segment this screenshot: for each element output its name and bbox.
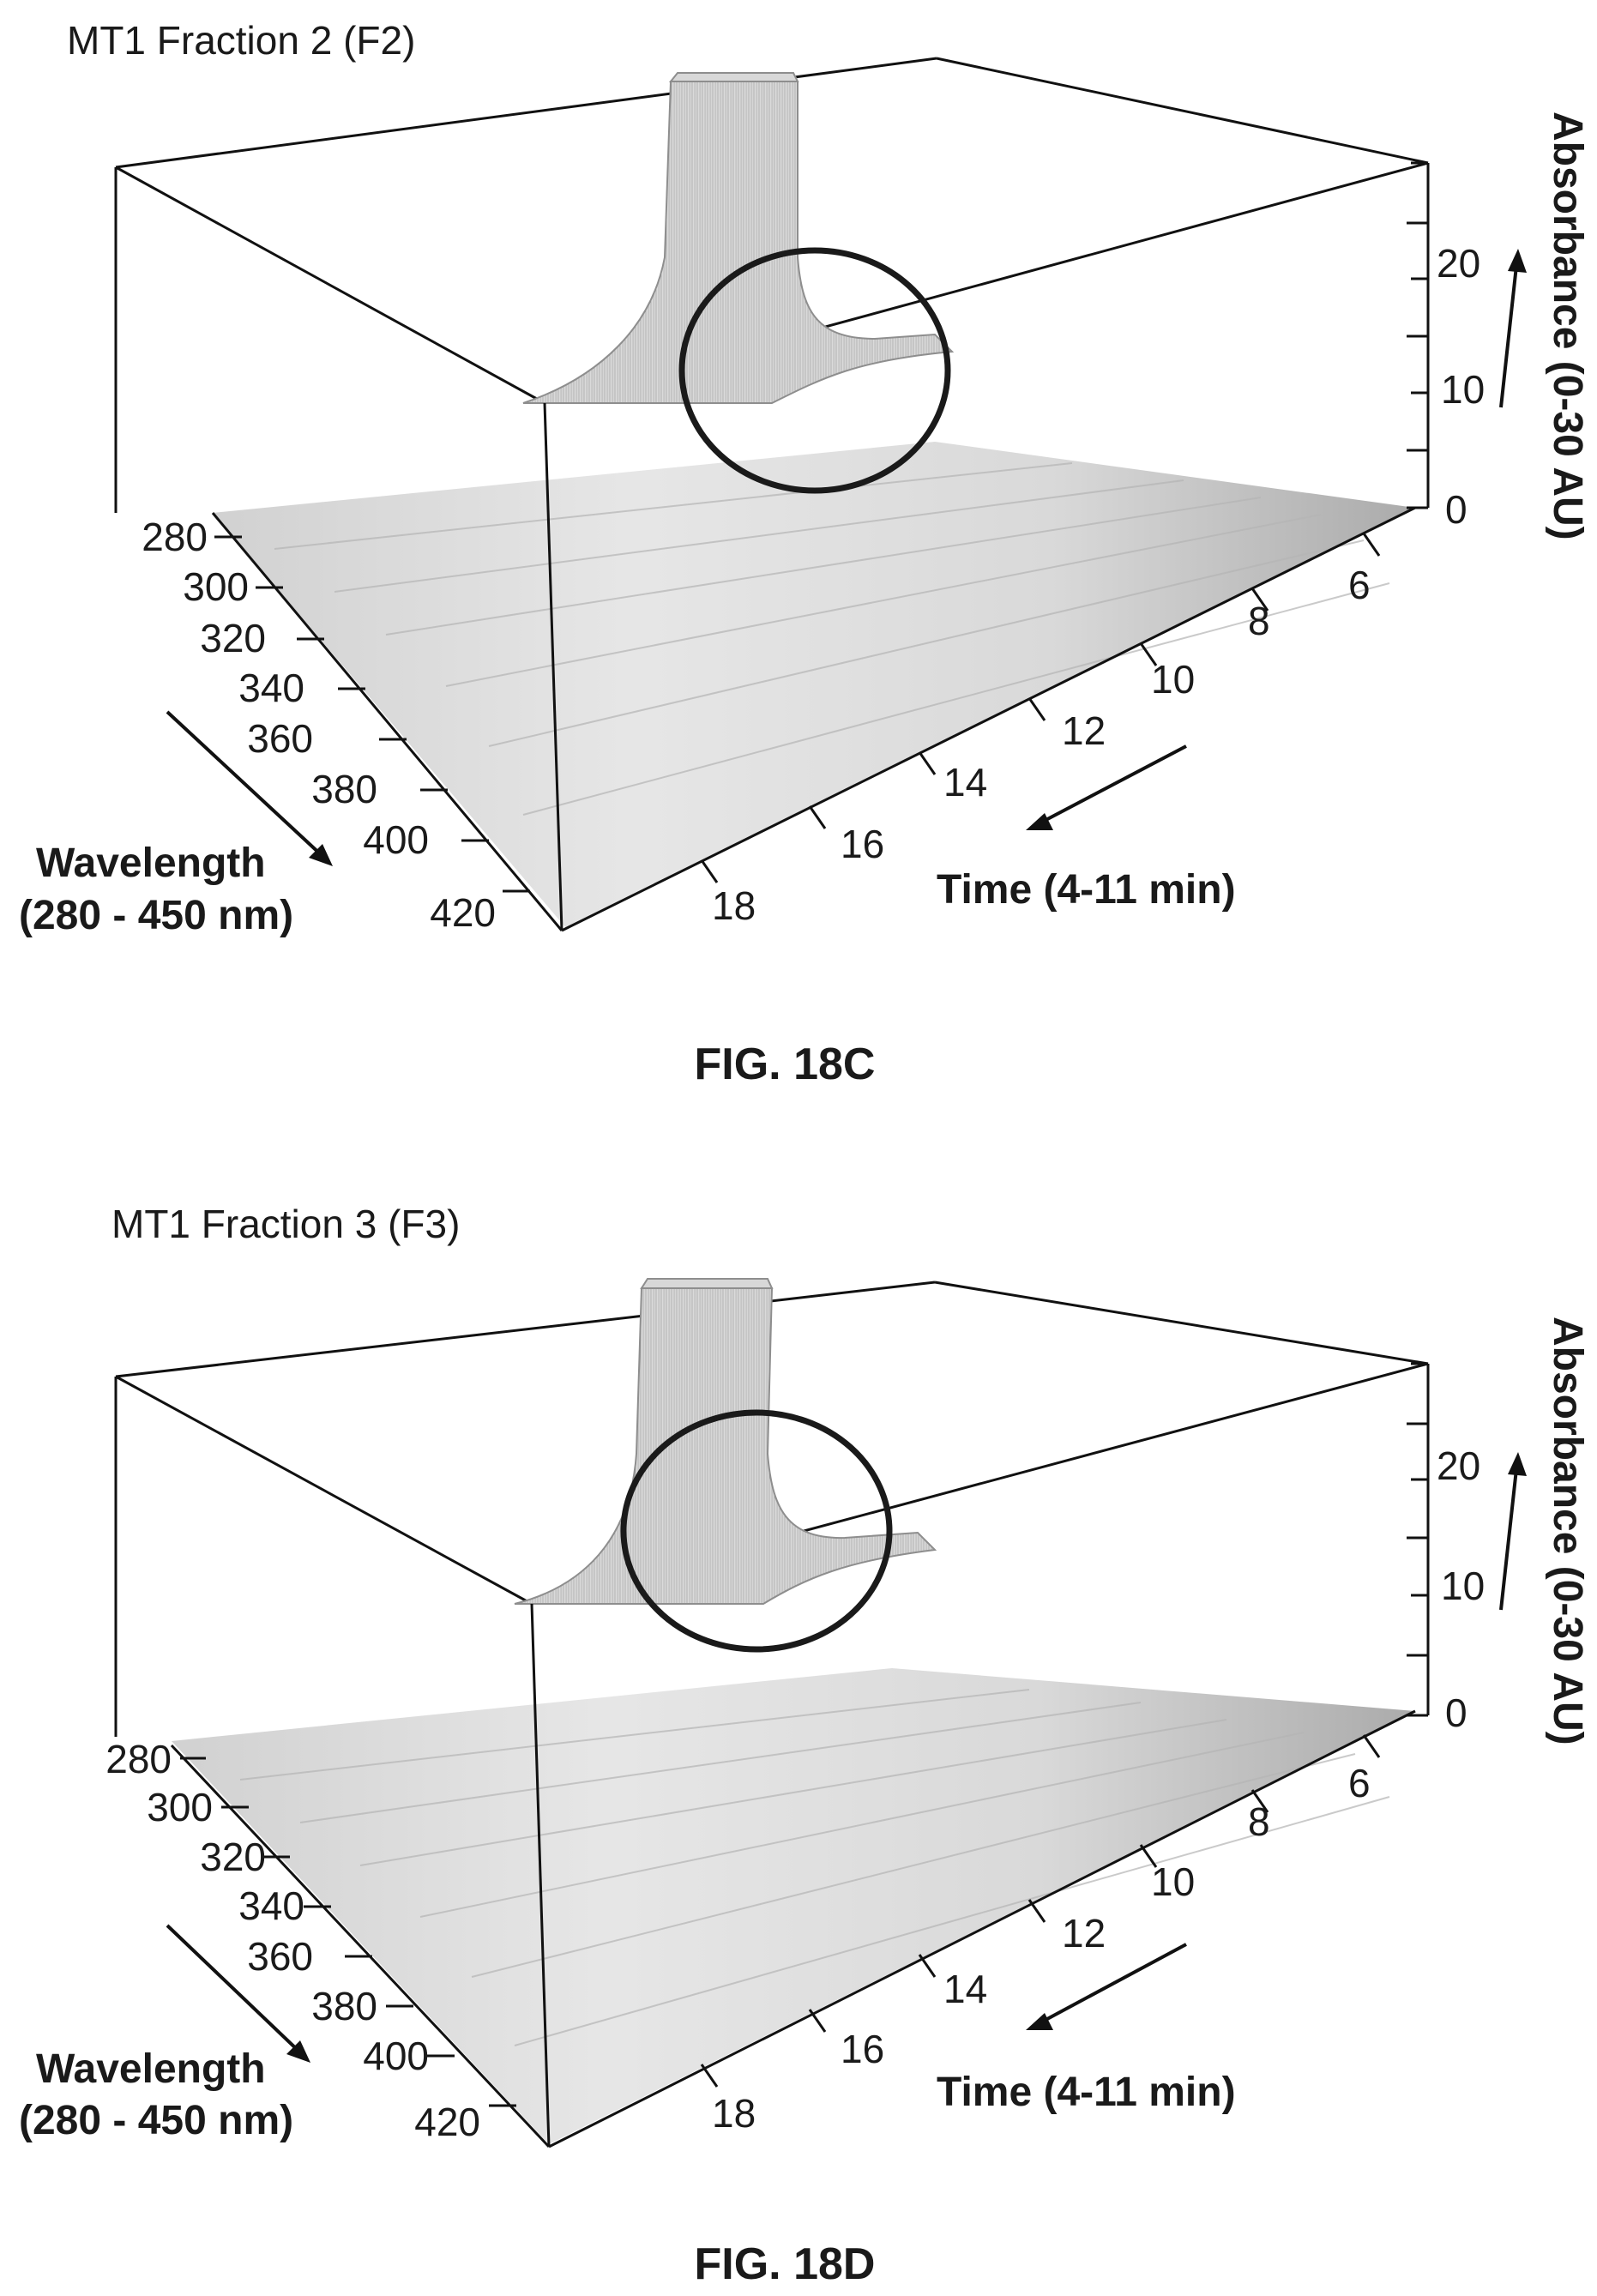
surface-floor [172, 1668, 1415, 2144]
wavelength-tick-label: 320 [200, 1835, 266, 1879]
wavelength-ticks: 280 300 320 340 360 380 400 420 [142, 515, 530, 935]
panel-fig-18c: MT1 Fraction 2 (F2) [19, 18, 1590, 1089]
absorbance-tick-label: 0 [1445, 1690, 1467, 1735]
wavelength-tick-label: 340 [238, 666, 304, 710]
wavelength-tick-label: 420 [414, 2100, 480, 2144]
figure-caption: FIG. 18C [695, 1040, 876, 1089]
wavelength-tick-label: 340 [238, 1883, 304, 1928]
time-tick-label: 14 [943, 1967, 987, 2011]
absorbance-axis-label: Absorbance (0-30 AU) [1545, 111, 1590, 540]
time-tick-label: 8 [1248, 1799, 1270, 1844]
wavelength-tick-label: 360 [247, 1934, 313, 1979]
surface-peak [514, 1287, 937, 1605]
wavelength-axis-label: Wavelength [36, 2046, 266, 2092]
wavelength-ticks: 280 300 320 340 360 380 400 420 [105, 1737, 516, 2144]
surface-bands [239, 1689, 1390, 2046]
time-tick-label: 14 [943, 760, 987, 805]
absorbance-ticks: 0 10 20 [1407, 1362, 1485, 1735]
chart-title: MT1 Fraction 3 (F3) [111, 1202, 460, 1246]
time-ticks: 6 8 10 12 14 16 18 [700, 533, 1381, 928]
time-axis-label: Time (4-11 min) [937, 2070, 1236, 2115]
surface-bands [274, 462, 1390, 816]
wavelength-tick-label: 280 [105, 1737, 172, 1781]
panel-fig-18d: MT1 Fraction 3 (F3) [19, 1202, 1590, 2289]
time-tick-label: 12 [1062, 708, 1106, 753]
time-tick-label: 16 [841, 822, 884, 866]
absorbance-tick-label: 0 [1445, 487, 1467, 532]
wavelength-tick-label: 400 [363, 2034, 429, 2078]
time-tick-label: 10 [1151, 657, 1195, 702]
surface-floor [213, 442, 1415, 928]
wavelength-tick-label: 360 [247, 716, 313, 761]
wavelength-tick-label: 380 [311, 1984, 377, 2028]
wavelength-tick-label: 400 [363, 817, 429, 862]
absorbance-axis-label: Absorbance (0-30 AU) [1545, 1317, 1590, 1745]
absorbance-tick-label: 10 [1441, 367, 1485, 412]
wavelength-tick-label: 320 [200, 616, 266, 660]
absorbance-ticks: 0 10 20 [1407, 161, 1485, 532]
box-front-edges [211, 402, 1416, 932]
time-tick-label: 16 [841, 2027, 884, 2071]
time-tick-label: 18 [712, 2091, 756, 2136]
wavelength-axis-label: Wavelength [36, 841, 266, 886]
wavelength-axis-label-range: (280 - 450 nm) [19, 893, 293, 938]
annotation-circle [620, 1409, 893, 1653]
figure-caption: FIG. 18D [695, 2239, 876, 2289]
wavelength-tick-label: 420 [430, 890, 496, 935]
annotation-circle [678, 247, 951, 494]
wavelength-tick-label: 380 [311, 767, 377, 811]
wavelength-tick-label: 300 [147, 1785, 213, 1829]
time-ticks: 6 8 10 12 14 16 18 [700, 1734, 1381, 2136]
absorbance-tick-label: 10 [1441, 1564, 1485, 1608]
wavelength-tick-label: 300 [183, 564, 249, 609]
time-tick-label: 8 [1248, 599, 1270, 643]
time-tick-label: 18 [712, 883, 756, 928]
surface-peak [522, 81, 955, 404]
time-axis-label: Time (4-11 min) [937, 867, 1236, 913]
box-front-edges [170, 1603, 1416, 2148]
wavelength-tick-label: 280 [142, 515, 208, 559]
time-tick-label: 6 [1348, 563, 1371, 607]
wavelength-axis-label-range: (280 - 450 nm) [19, 2098, 293, 2143]
time-tick-label: 10 [1151, 1859, 1195, 1904]
time-tick-label: 12 [1062, 1911, 1106, 1956]
absorbance-tick-label: 20 [1437, 1443, 1480, 1488]
time-tick-label: 6 [1348, 1761, 1371, 1805]
absorbance-tick-label: 20 [1437, 241, 1480, 286]
chart-title: MT1 Fraction 2 (F2) [67, 18, 415, 63]
